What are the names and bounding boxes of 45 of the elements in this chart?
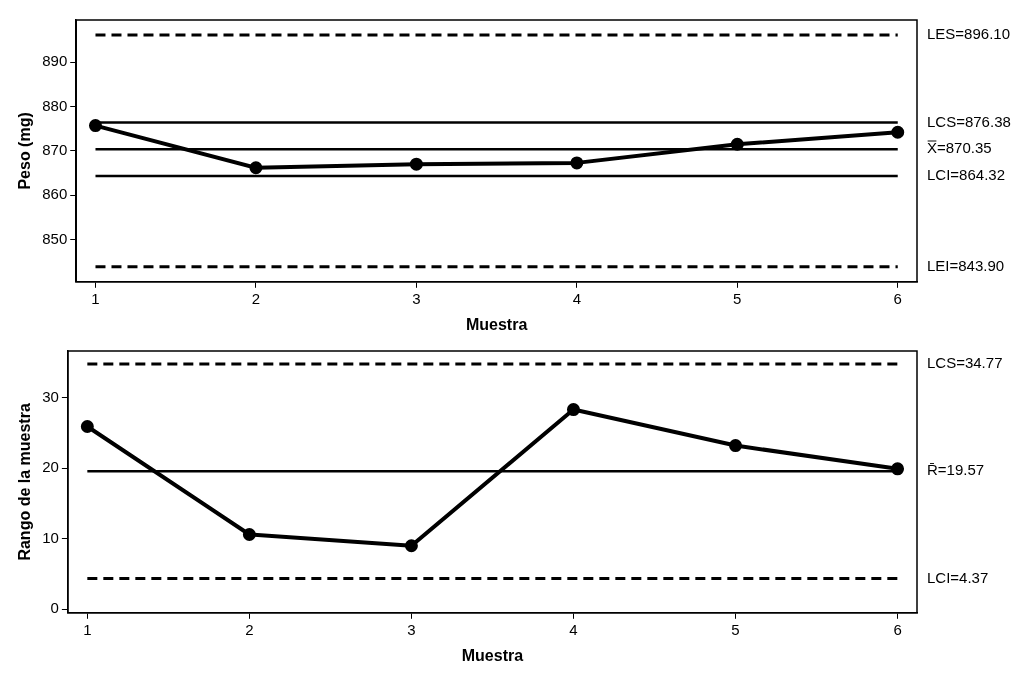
- y-tick-label: 860: [42, 185, 68, 203]
- ref-line-label: LEI=843.90: [927, 256, 1005, 274]
- point: [404, 539, 418, 553]
- point: [730, 137, 744, 151]
- x-tick-label: 6: [893, 289, 902, 307]
- x-tick-label: 6: [893, 620, 902, 638]
- x-tick-label: 4: [572, 289, 582, 307]
- y-tick-label: 850: [42, 229, 68, 247]
- x-tick-label: 1: [83, 620, 92, 638]
- y-tick-label: 870: [42, 141, 68, 159]
- x-tick-label: 2: [251, 289, 261, 307]
- x-tick-label: 5: [731, 620, 740, 638]
- point: [409, 157, 423, 171]
- ref-line-label: LCS=34.77: [927, 354, 1003, 372]
- x-tick-label: 4: [569, 620, 578, 638]
- x-tick-label: 1: [91, 289, 100, 307]
- x-tick-label: 3: [412, 289, 421, 307]
- y-axis-title: Rango de la muestra: [16, 403, 34, 561]
- ref-line-label: LCI=864.32: [927, 166, 1005, 184]
- ref-line-label: LES=896.10: [927, 25, 1010, 43]
- y-tick-label: 0: [50, 599, 59, 617]
- y-tick-label: 20: [42, 458, 59, 476]
- x-tick-label: 3: [407, 620, 416, 638]
- point: [88, 119, 102, 133]
- y-tick-label: 10: [42, 528, 59, 546]
- point: [566, 403, 580, 417]
- point: [80, 420, 94, 434]
- point: [249, 161, 263, 175]
- x-tick-label: 2: [245, 620, 254, 638]
- ref-line-label: LCS=876.38: [927, 112, 1011, 130]
- ref-line-label: LCI=4.37: [927, 568, 989, 586]
- point: [729, 439, 743, 453]
- y-tick-label: 30: [42, 387, 59, 405]
- point: [570, 156, 584, 170]
- y-axis-title: Peso (mg): [16, 112, 34, 190]
- ref-line-label: R̄=19.57: [927, 461, 985, 479]
- y-tick-label: 890: [42, 52, 68, 70]
- x-axis-title: Muestra: [461, 646, 524, 664]
- y-tick-label: 880: [42, 96, 68, 114]
- point: [891, 462, 905, 476]
- point: [891, 125, 905, 139]
- ref-line-label: X̿=870.35: [926, 139, 992, 157]
- x-tick-label: 5: [733, 289, 742, 307]
- point: [242, 527, 256, 541]
- x-axis-title: Muestra: [465, 315, 528, 333]
